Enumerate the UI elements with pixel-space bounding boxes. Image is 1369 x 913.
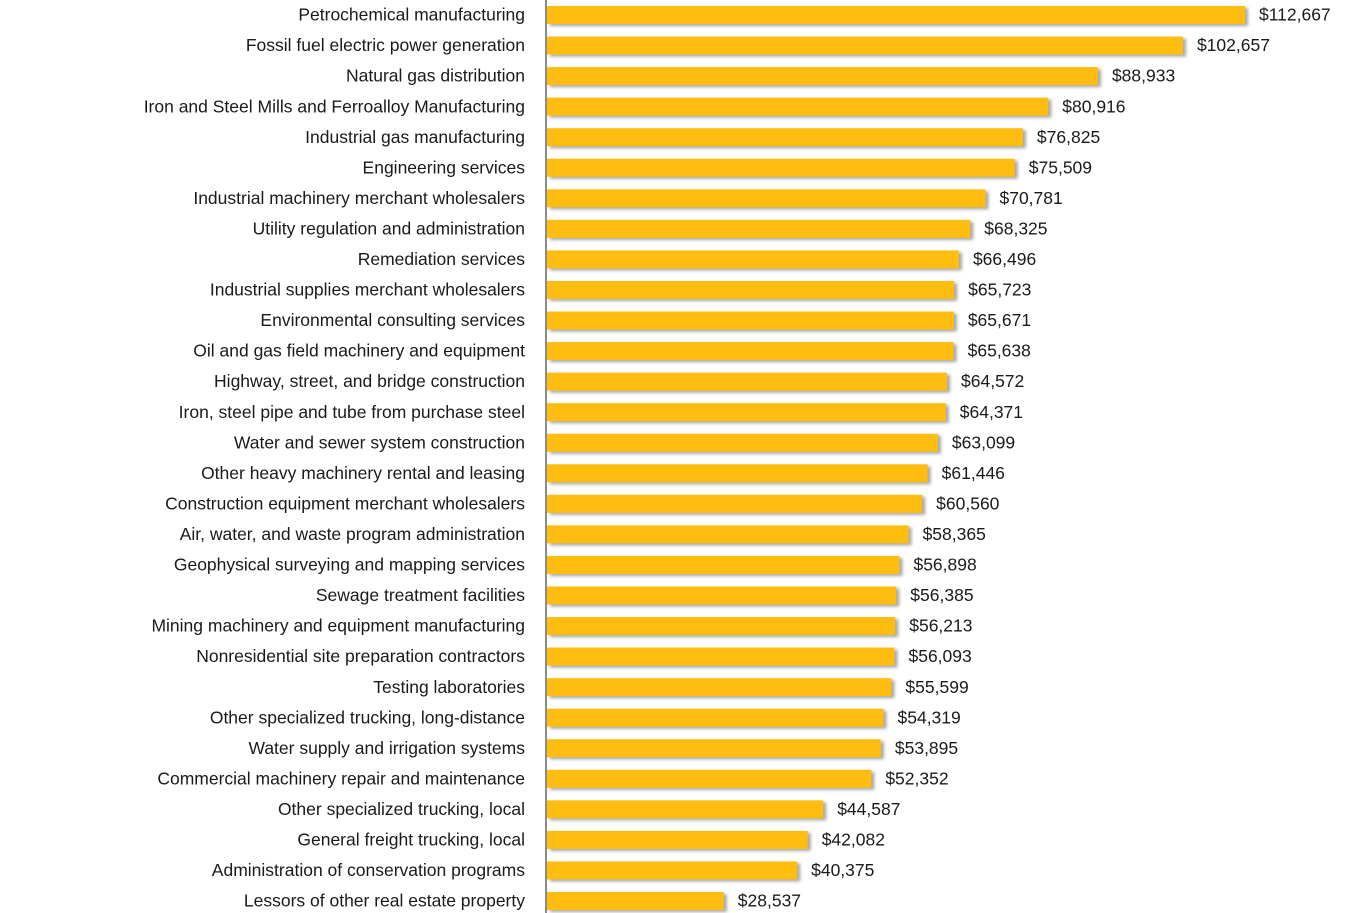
value-label: $56,385 <box>910 585 973 605</box>
category-label: Fossil fuel electric power generation <box>246 35 525 55</box>
category-label: Geophysical surveying and mapping servic… <box>174 555 525 575</box>
bar <box>547 128 1023 147</box>
bar <box>547 555 900 574</box>
bar <box>547 158 1015 177</box>
bar <box>547 586 897 605</box>
bar <box>547 739 881 758</box>
value-label: $65,638 <box>968 341 1031 361</box>
category-label: Commercial machinery repair and maintena… <box>157 768 525 788</box>
category-label: Other specialized trucking, local <box>278 799 525 819</box>
value-label: $65,723 <box>968 280 1031 300</box>
category-label: Mining machinery and equipment manufactu… <box>151 616 525 636</box>
category-label: Sewage treatment facilities <box>316 585 525 605</box>
bar <box>547 36 1183 55</box>
category-label: Administration of conservation programs <box>212 860 525 880</box>
value-label: $66,496 <box>973 249 1036 269</box>
bar <box>547 617 896 636</box>
value-label: $70,781 <box>999 188 1062 208</box>
bar <box>547 830 808 849</box>
bar <box>547 97 1049 116</box>
bar <box>547 219 971 238</box>
category-label: Petrochemical manufacturing <box>298 5 525 25</box>
bar <box>547 800 824 819</box>
category-label: Construction equipment merchant wholesal… <box>165 493 525 513</box>
bar <box>547 250 959 269</box>
category-label: General freight trucking, local <box>297 830 525 850</box>
bar <box>547 6 1245 24</box>
value-label: $56,213 <box>909 616 972 636</box>
value-label: $102,657 <box>1197 35 1270 55</box>
bar <box>547 464 928 483</box>
category-label: Iron and Steel Mills and Ferroalloy Manu… <box>144 96 525 116</box>
category-label: Natural gas distribution <box>346 66 525 86</box>
bar <box>547 67 1098 86</box>
category-label: Industrial supplies merchant wholesalers <box>210 280 525 300</box>
value-label: $54,319 <box>898 707 961 727</box>
bar <box>547 769 872 788</box>
bar <box>547 494 923 513</box>
value-label: $56,093 <box>908 646 971 666</box>
value-label: $53,895 <box>895 738 958 758</box>
value-label: $60,560 <box>936 493 1000 513</box>
value-label: $56,898 <box>913 555 976 575</box>
bar <box>547 678 892 697</box>
value-label: $55,599 <box>905 677 968 697</box>
category-label: Engineering services <box>363 157 526 177</box>
category-label: Water supply and irrigation systems <box>248 738 525 758</box>
value-label: $61,446 <box>942 463 1005 483</box>
value-label: $40,375 <box>811 860 874 880</box>
category-label: Utility regulation and administration <box>253 218 525 238</box>
bar <box>547 403 946 422</box>
value-label: $75,509 <box>1029 157 1092 177</box>
category-label: Remediation services <box>358 249 526 269</box>
bar <box>547 372 948 391</box>
bar <box>547 525 909 544</box>
value-label: $112,667 <box>1259 5 1331 25</box>
value-label: $64,371 <box>960 402 1023 422</box>
bar <box>547 311 954 330</box>
bar <box>547 189 986 208</box>
category-label: Highway, street, and bridge construction <box>214 371 525 391</box>
category-label: Lessors of other real estate property <box>244 891 525 911</box>
category-label: Nonresidential site preparation contract… <box>196 646 525 666</box>
bar <box>547 433 938 452</box>
category-label: Other heavy machinery rental and leasing <box>201 463 525 483</box>
bar <box>547 342 954 361</box>
bar <box>547 647 895 666</box>
category-label: Iron, steel pipe and tube from purchase … <box>179 402 525 422</box>
bar <box>547 280 955 299</box>
value-label: $64,572 <box>961 371 1024 391</box>
category-label: Water and sewer system construction <box>234 432 525 452</box>
value-label: $58,365 <box>923 524 986 544</box>
category-label: Testing laboratories <box>373 677 525 697</box>
value-label: $28,537 <box>738 891 801 911</box>
category-label: Oil and gas field machinery and equipmen… <box>193 341 525 361</box>
value-label: $63,099 <box>952 432 1015 452</box>
value-label: $44,587 <box>837 799 900 819</box>
value-label: $52,352 <box>885 768 948 788</box>
value-label: $76,825 <box>1037 127 1100 147</box>
value-label: $65,671 <box>968 310 1031 330</box>
bar <box>547 861 798 880</box>
value-label: $88,933 <box>1112 66 1175 86</box>
category-label: Environmental consulting services <box>260 310 525 330</box>
bar <box>547 892 724 910</box>
category-label: Industrial machinery merchant wholesaler… <box>193 188 525 208</box>
value-label: $80,916 <box>1062 96 1125 116</box>
category-label: Other specialized trucking, long-distanc… <box>210 707 525 727</box>
bar <box>547 708 884 727</box>
value-label: $68,325 <box>984 218 1047 238</box>
category-label: Air, water, and waste program administra… <box>180 524 525 544</box>
category-label: Industrial gas manufacturing <box>305 127 525 147</box>
value-label: $42,082 <box>822 830 885 850</box>
